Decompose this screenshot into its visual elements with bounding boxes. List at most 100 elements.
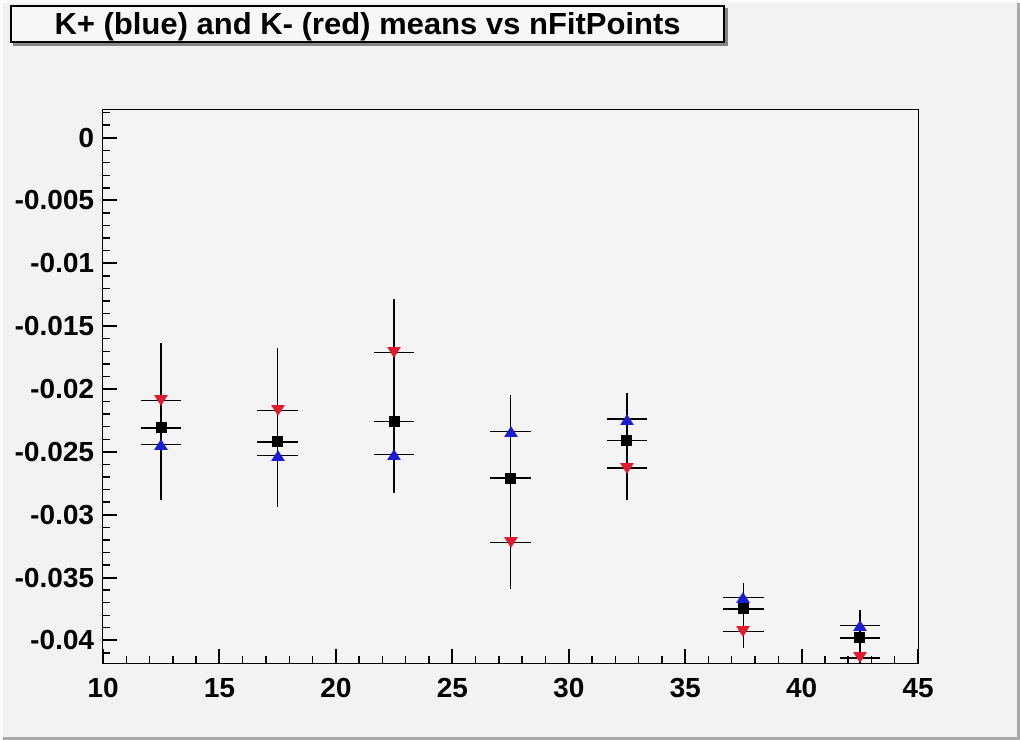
x-minor-tick [498, 656, 500, 663]
y-tick-label: -0.03 [30, 498, 94, 530]
x-minor-tick [405, 656, 407, 663]
plot-title: K+ (blue) and K- (red) means vs nFitPoin… [54, 6, 681, 41]
y-minor-tick [103, 413, 110, 415]
marker-kminus-triangle-down [503, 536, 518, 548]
y-minor-tick [103, 312, 110, 315]
y-minor-tick [103, 363, 110, 365]
y-minor-tick [103, 149, 110, 151]
y-tick-label: -0.04 [30, 624, 94, 656]
marker-mean-square [854, 632, 866, 644]
y-major-tick [103, 325, 117, 328]
error-bar-vertical [276, 347, 279, 508]
x-minor-tick [172, 656, 174, 663]
y-minor-tick [103, 463, 110, 466]
y-tick-label: -0.02 [30, 373, 94, 404]
y-tick-label: -0.025 [14, 435, 94, 467]
x-minor-tick [894, 656, 896, 663]
y-minor-tick [103, 350, 110, 352]
y-tick-label: -0.01 [30, 247, 94, 279]
marker-mean-square [621, 435, 633, 447]
y-major-tick [103, 450, 117, 453]
y-minor-tick [103, 539, 110, 541]
y-tick-label: -0.015 [14, 310, 94, 342]
y-major-tick [103, 576, 117, 579]
y-minor-tick [103, 111, 110, 114]
x-major-tick [451, 649, 454, 663]
x-major-tick [917, 649, 918, 663]
marker-mean-square [272, 436, 284, 448]
x-minor-tick [661, 656, 663, 663]
x-minor-tick [148, 656, 151, 663]
error-bar-vertical [742, 582, 745, 648]
y-major-tick [103, 199, 117, 202]
y-minor-tick [103, 275, 110, 277]
marker-mean-square [388, 416, 400, 428]
x-minor-tick [381, 656, 384, 663]
y-minor-tick [103, 224, 110, 227]
marker-mean-square [737, 603, 749, 615]
marker-kplus-triangle-up [736, 592, 751, 604]
y-tick-label: -0.035 [14, 561, 94, 593]
y-tick-label: -0.005 [14, 184, 94, 216]
x-tick-label: 35 [669, 672, 701, 703]
marker-kplus-triangle-up [852, 619, 867, 631]
y-minor-tick [103, 551, 110, 554]
error-bar-vertical [626, 392, 628, 500]
x-minor-tick [707, 656, 710, 663]
y-major-tick [103, 136, 117, 139]
y-major-tick [103, 388, 117, 390]
x-minor-tick [591, 656, 593, 663]
marker-kminus-triangle-down [387, 347, 402, 359]
x-minor-tick [311, 656, 314, 663]
y-minor-tick [103, 652, 110, 654]
marker-kplus-triangle-up [619, 413, 634, 425]
y-minor-tick [103, 601, 110, 604]
marker-kplus-triangle-up [503, 426, 518, 438]
x-minor-tick [544, 656, 547, 663]
y-minor-tick [103, 237, 110, 239]
x-minor-tick [777, 656, 779, 663]
x-minor-tick [474, 656, 477, 663]
y-minor-tick [103, 426, 110, 428]
x-minor-tick [242, 656, 244, 663]
y-major-tick [103, 639, 117, 642]
marker-mean-square [505, 472, 516, 484]
marker-kplus-triangle-up [270, 450, 285, 462]
y-minor-tick [103, 589, 110, 591]
plot-title-box: K+ (blue) and K- (red) means vs nFitPoin… [10, 5, 725, 43]
x-major-tick [567, 649, 570, 663]
marker-kminus-triangle-down [154, 394, 169, 406]
x-tick-label: 45 [902, 672, 934, 703]
error-bar-vertical [509, 395, 512, 589]
x-tick-label: 30 [553, 672, 585, 703]
marker-mean-square [155, 422, 167, 434]
x-major-tick [334, 649, 337, 663]
y-minor-tick [103, 300, 110, 302]
y-minor-tick [103, 162, 110, 164]
y-minor-tick [103, 124, 110, 126]
error-bar-vertical [160, 342, 162, 500]
x-minor-tick [870, 656, 873, 663]
y-minor-tick [103, 501, 110, 503]
y-minor-tick [103, 338, 110, 340]
marker-kminus-triangle-down [736, 626, 751, 638]
x-minor-tick [125, 656, 127, 663]
x-tick-label: 20 [320, 672, 352, 703]
x-minor-tick [358, 656, 360, 663]
y-minor-tick [103, 488, 110, 491]
x-minor-tick [824, 656, 826, 663]
y-minor-tick [103, 564, 110, 566]
x-minor-tick [265, 656, 267, 663]
y-minor-tick [103, 174, 110, 177]
x-tick-label: 10 [87, 672, 119, 703]
y-minor-tick [103, 375, 110, 378]
y-minor-tick [103, 400, 110, 403]
y-major-tick [103, 262, 117, 265]
y-minor-tick [103, 526, 110, 528]
x-major-tick [218, 649, 221, 663]
x-minor-tick [847, 656, 849, 663]
x-major-tick [800, 649, 803, 663]
y-minor-tick [103, 250, 110, 252]
x-minor-tick [731, 656, 733, 663]
